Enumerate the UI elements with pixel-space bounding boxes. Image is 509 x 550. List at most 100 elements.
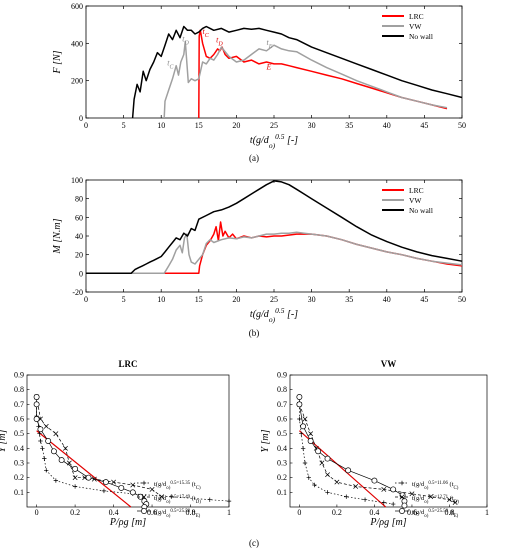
y-axis-label: Y [m]: [0, 429, 8, 452]
data-point: [300, 446, 306, 451]
data-point: [72, 465, 79, 472]
y-tick-label: 100: [71, 176, 83, 185]
y-tick-label: 20: [75, 251, 83, 260]
data-point: [141, 480, 147, 486]
legend-label: VW: [409, 22, 422, 31]
data-point: [452, 500, 458, 506]
data-point: [33, 401, 40, 408]
legend-label: t(g/do)0.5=17.49 (tD): [154, 495, 201, 505]
x-tick-label: 30: [308, 121, 316, 130]
y-tick-label: 0.8: [277, 385, 287, 394]
data-point: [390, 501, 396, 507]
data-point: [302, 460, 308, 466]
data-point: [111, 479, 117, 485]
x-tick-label: 0.4: [369, 508, 379, 517]
data-point: [141, 508, 147, 514]
y-tick-label: 40: [75, 232, 83, 241]
data-point: [390, 486, 397, 493]
x-axis-label: t(g/do)0.5 [-]: [250, 132, 298, 150]
panel-c-caption: (c): [249, 538, 259, 548]
data-point: [325, 490, 330, 495]
legend-label: No wall: [409, 32, 433, 41]
chart-panel-c-right: VW 0 0.2 0.4 0.6 0.8 1 0.1 0.2 0.3 0.4 0.5 0.6 0.7 0.8…: [260, 359, 489, 528]
x-tick-label: 0: [297, 508, 301, 517]
data-point: [371, 477, 378, 484]
data-point: [118, 484, 125, 491]
data-point: [307, 438, 314, 444]
series-line-vw: [86, 231, 463, 275]
y-tick-label: 600: [71, 2, 83, 11]
x-tick-label: 25: [270, 295, 278, 304]
x-tick-label: 50: [458, 121, 466, 130]
legend-label: t(g/do)0.5=25.58 (tE): [412, 509, 459, 519]
x-tick-label: 1: [227, 508, 231, 517]
data-point: [306, 475, 311, 480]
data-point: [324, 455, 331, 462]
x-tick-label: 5: [122, 121, 126, 130]
y-tick-label: 0.8: [14, 385, 24, 394]
series-line-no-wall: [86, 180, 463, 275]
x-tick-label: 0.2: [332, 508, 342, 517]
x-tick-label: 5: [122, 295, 126, 304]
y-axis-label: Y [m]: [260, 429, 271, 452]
y-axis-label: F [N]: [52, 50, 63, 74]
legend-label: t(g/do)0.5=25.58 (tE): [154, 509, 201, 519]
x-tick-label: 0.8: [444, 508, 454, 517]
y-tick-label: -20: [72, 288, 83, 297]
x-tick-label: 0: [84, 121, 88, 130]
y-tick-label: 0.2: [277, 473, 287, 482]
data-point: [141, 494, 147, 500]
y-tick-label: 80: [75, 195, 83, 204]
x-axis-label: t(g/do)0.5 [-]: [250, 306, 298, 324]
data-point: [296, 394, 303, 400]
y-tick-label: 0.9: [277, 371, 287, 380]
y-tick-label: 0.9: [14, 371, 24, 380]
y-tick-label: 0.6: [14, 415, 24, 424]
data-point: [72, 475, 78, 481]
data-point: [159, 494, 165, 500]
y-tick-label: 0.4: [277, 444, 287, 453]
series-line-circle: [299, 397, 405, 506]
y-tick-label: 200: [71, 77, 83, 86]
x-tick-label: 0.6: [147, 508, 157, 517]
annotation-label: tC: [167, 59, 174, 71]
legend-label: VW: [409, 196, 422, 205]
x-tick-label: 0: [84, 295, 88, 304]
annotation-label: tC: [203, 27, 210, 39]
x-tick-label: 40: [383, 121, 391, 130]
data-point: [169, 494, 174, 499]
data-point: [345, 467, 352, 474]
data-point: [43, 423, 49, 429]
data-point: [149, 486, 155, 492]
data-point: [353, 484, 359, 489]
y-tick-label: 0.4: [14, 444, 24, 453]
y-tick-label: 0.6: [277, 415, 287, 424]
series-line-no-wall: [131, 25, 463, 119]
y-tick-label: 0.2: [14, 473, 24, 482]
y-tick-label: 0.5: [14, 429, 24, 438]
x-tick-label: 50: [458, 295, 466, 304]
y-tick-label: 0.1: [14, 488, 24, 497]
data-point: [334, 479, 340, 485]
y-tick-label: 0.7: [14, 400, 24, 409]
data-point: [129, 489, 136, 496]
data-point: [85, 474, 92, 481]
x-tick-label: 10: [157, 295, 165, 304]
data-point: [300, 423, 307, 430]
annotation-label: tE: [266, 38, 272, 50]
data-point: [381, 486, 387, 492]
reference-line: [36, 430, 132, 508]
x-tick-label: 15: [195, 121, 203, 130]
y-tick-label: 400: [71, 39, 83, 48]
data-point: [381, 500, 387, 505]
plot-title: VW: [381, 359, 397, 369]
legend-label: LRC: [409, 12, 424, 21]
data-point: [37, 426, 44, 433]
legend-label: No wall: [409, 206, 433, 215]
legend-label: t(g/do)0.5=15.35 (tC): [154, 481, 201, 491]
data-point: [315, 448, 322, 455]
data-point: [53, 431, 59, 437]
data-point: [296, 401, 303, 408]
data-point: [312, 482, 317, 488]
